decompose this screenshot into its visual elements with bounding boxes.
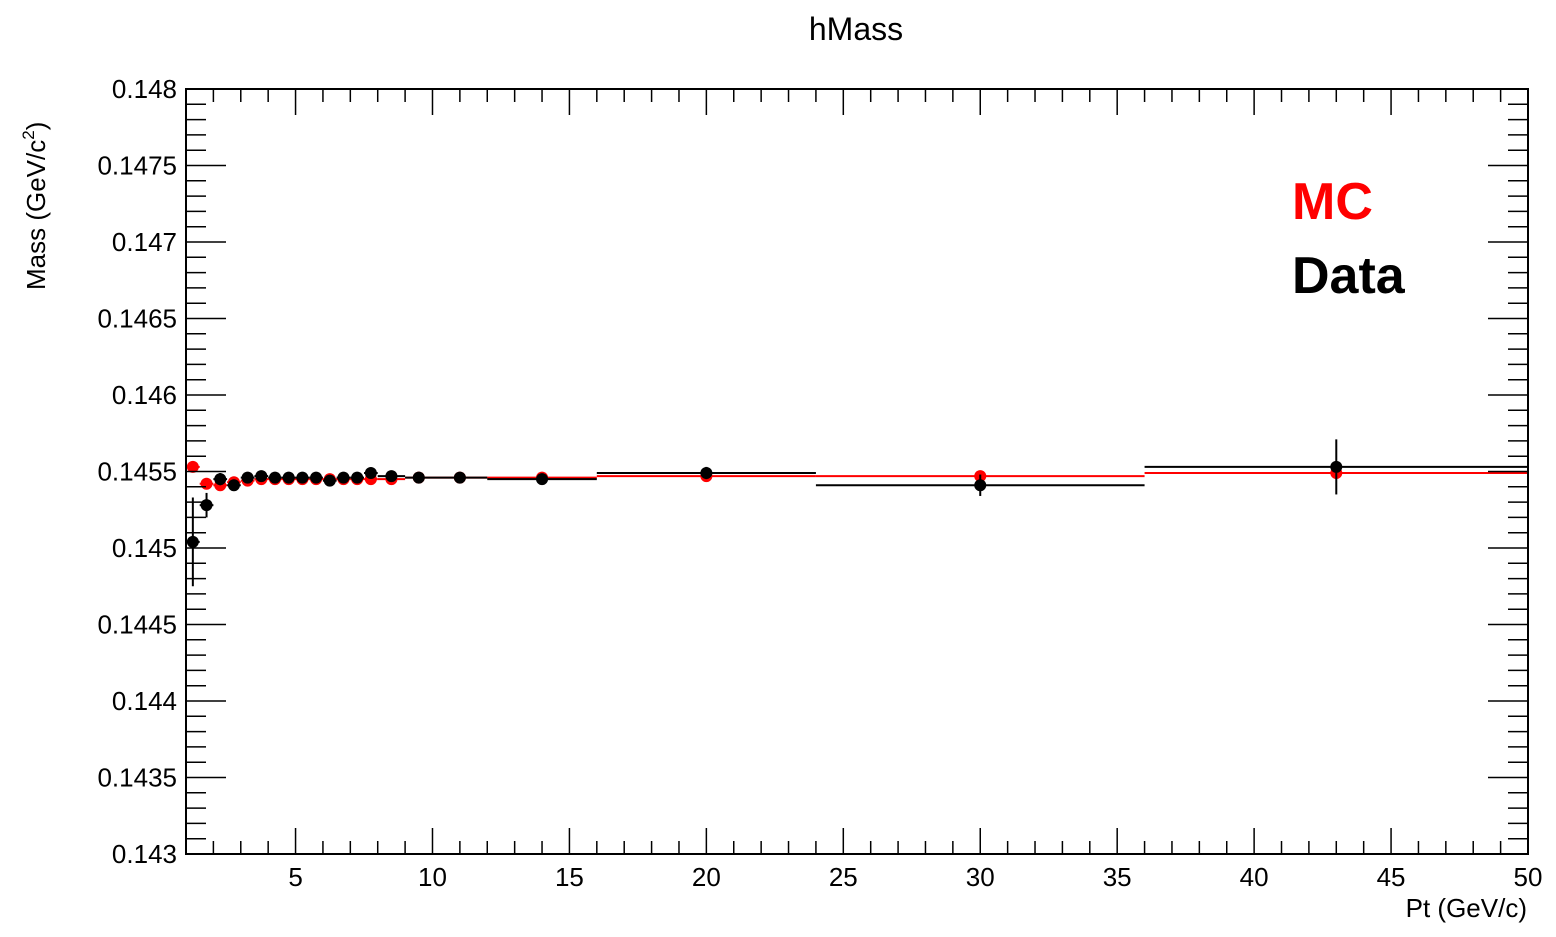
- x-tick-label: 15: [555, 862, 584, 892]
- legend-entry-data: Data: [1292, 247, 1406, 305]
- axis-ticks: 5 10 15 20 25 30 35 40 45 50 0.143 0.1435 0.144 0.144…: [97, 74, 1542, 892]
- data-point: [282, 471, 295, 484]
- data-point: [700, 467, 713, 480]
- y-axis-title-main: Mass (GeV/c: [21, 140, 51, 290]
- x-tick-label: 50: [1514, 862, 1543, 892]
- data-point: [453, 471, 466, 484]
- data-point: [241, 471, 254, 484]
- x-tick-label: 30: [966, 862, 995, 892]
- x-tick-label: 25: [829, 862, 858, 892]
- data-point: [974, 479, 987, 492]
- chart-title: hMass: [809, 11, 903, 47]
- y-tick-label: 0.1435: [97, 763, 177, 793]
- y-tick-label: 0.147: [112, 227, 177, 257]
- data-point: [385, 470, 398, 483]
- x-tick-label: 10: [418, 862, 447, 892]
- x-tick-label: 45: [1377, 862, 1406, 892]
- y-axis-title-superscript: 2: [19, 130, 38, 139]
- data-point: [536, 473, 549, 486]
- data-point: [1330, 460, 1343, 473]
- data-point: [200, 499, 213, 512]
- data-point: [296, 471, 309, 484]
- y-tick-label: 0.1465: [97, 304, 177, 334]
- y-tick-label: 0.146: [112, 380, 177, 410]
- legend: MC Data: [1292, 173, 1406, 305]
- y-axis-title-close: ): [21, 122, 51, 131]
- series-data: [186, 439, 1528, 587]
- data-point: [310, 471, 323, 484]
- data-point: [200, 477, 213, 490]
- data-point: [323, 474, 336, 487]
- data-point: [269, 471, 282, 484]
- y-tick-label: 0.143: [112, 839, 177, 869]
- x-tick-label: 35: [1103, 862, 1132, 892]
- data-point: [186, 535, 199, 548]
- x-axis-title: Pt (GeV/c): [1406, 893, 1527, 923]
- data-point: [255, 470, 268, 483]
- data-marks: [186, 439, 1528, 587]
- y-tick-label: 0.148: [112, 74, 177, 104]
- data-point: [412, 471, 425, 484]
- x-tick-label: 20: [692, 862, 721, 892]
- data-point: [337, 471, 350, 484]
- data-point: [214, 473, 227, 486]
- y-axis-title: Mass (GeV/c2): [19, 122, 51, 290]
- y-tick-label: 0.144: [112, 686, 177, 716]
- data-point: [186, 460, 199, 473]
- y-tick-label: 0.1445: [97, 610, 177, 640]
- data-point: [227, 479, 240, 492]
- y-tick-label: 0.1455: [97, 457, 177, 487]
- y-tick-label: 0.1475: [97, 151, 177, 181]
- x-tick-label: 5: [288, 862, 302, 892]
- data-point: [351, 471, 364, 484]
- x-tick-label: 40: [1240, 862, 1269, 892]
- legend-entry-mc: MC: [1292, 173, 1373, 231]
- data-point: [364, 467, 377, 480]
- y-tick-label: 0.145: [112, 533, 177, 563]
